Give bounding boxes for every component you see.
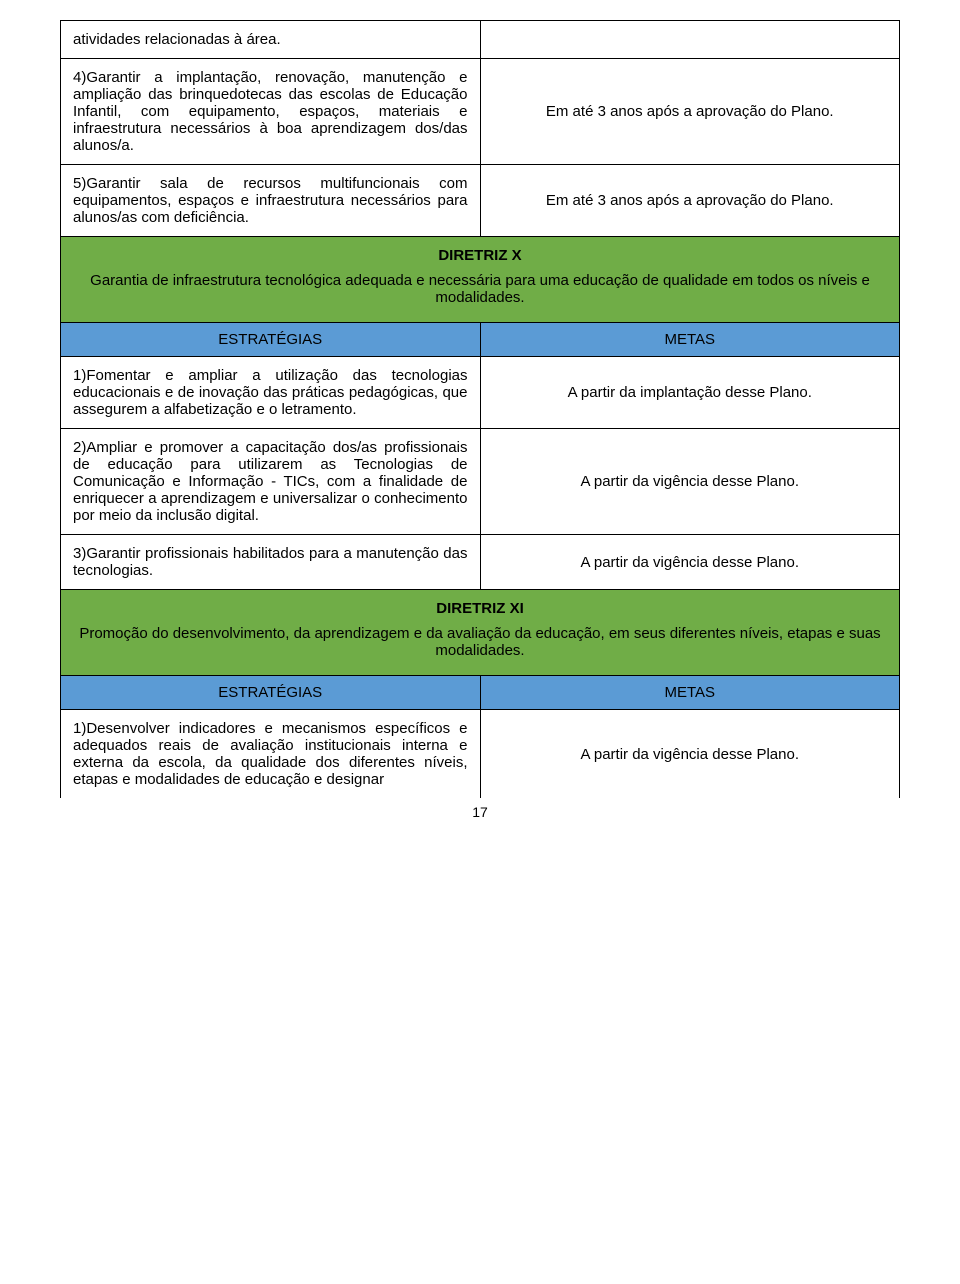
- directive-title-row: DIRETRIZ X: [61, 237, 900, 267]
- table-row: 3)Garantir profissionais habilitados par…: [61, 535, 900, 590]
- meta-cell: A partir da vigência desse Plano.: [480, 429, 900, 535]
- directive-title: DIRETRIZ X: [61, 237, 900, 267]
- directive-desc-row: Promoção do desenvolvimento, da aprendiz…: [61, 619, 900, 676]
- strategy-cell: 1)Fomentar e ampliar a utilização das te…: [61, 357, 481, 429]
- meta-cell: Em até 3 anos após a aprovação do Plano.: [480, 165, 900, 237]
- table-row: 4)Garantir a implantação, renovação, man…: [61, 59, 900, 165]
- directive-desc: Promoção do desenvolvimento, da aprendiz…: [61, 619, 900, 676]
- meta-cell: Em até 3 anos após a aprovação do Plano.: [480, 59, 900, 165]
- strategy-cell: 1)Desenvolver indicadores e mecanismos e…: [61, 710, 481, 799]
- directive-desc-row: Garantia de infraestrutura tecnológica a…: [61, 266, 900, 323]
- meta-cell: [480, 21, 900, 59]
- header-metas: METAS: [480, 676, 900, 710]
- table-header-row: ESTRATÉGIAS METAS: [61, 676, 900, 710]
- strategy-cell: atividades relacionadas à área.: [61, 21, 481, 59]
- table-header-row: ESTRATÉGIAS METAS: [61, 323, 900, 357]
- table-row: 2)Ampliar e promover a capacitação dos/a…: [61, 429, 900, 535]
- strategy-cell: 4)Garantir a implantação, renovação, man…: [61, 59, 481, 165]
- page-number: 17: [60, 804, 900, 820]
- meta-cell: A partir da vigência desse Plano.: [480, 535, 900, 590]
- strategy-cell: 3)Garantir profissionais habilitados par…: [61, 535, 481, 590]
- table-row: 5)Garantir sala de recursos multifuncion…: [61, 165, 900, 237]
- meta-cell: A partir da implantação desse Plano.: [480, 357, 900, 429]
- strategy-cell: 5)Garantir sala de recursos multifuncion…: [61, 165, 481, 237]
- main-table: atividades relacionadas à área. 4)Garant…: [60, 20, 900, 798]
- strategy-cell: 2)Ampliar e promover a capacitação dos/a…: [61, 429, 481, 535]
- header-metas: METAS: [480, 323, 900, 357]
- directive-desc: Garantia de infraestrutura tecnológica a…: [61, 266, 900, 323]
- meta-cell: A partir da vigência desse Plano.: [480, 710, 900, 799]
- document-page: atividades relacionadas à área. 4)Garant…: [0, 0, 960, 860]
- directive-title: DIRETRIZ XI: [61, 590, 900, 620]
- header-estrategias: ESTRATÉGIAS: [61, 676, 481, 710]
- table-row: atividades relacionadas à área.: [61, 21, 900, 59]
- directive-title-row: DIRETRIZ XI: [61, 590, 900, 620]
- table-row: 1)Desenvolver indicadores e mecanismos e…: [61, 710, 900, 799]
- table-row: 1)Fomentar e ampliar a utilização das te…: [61, 357, 900, 429]
- header-estrategias: ESTRATÉGIAS: [61, 323, 481, 357]
